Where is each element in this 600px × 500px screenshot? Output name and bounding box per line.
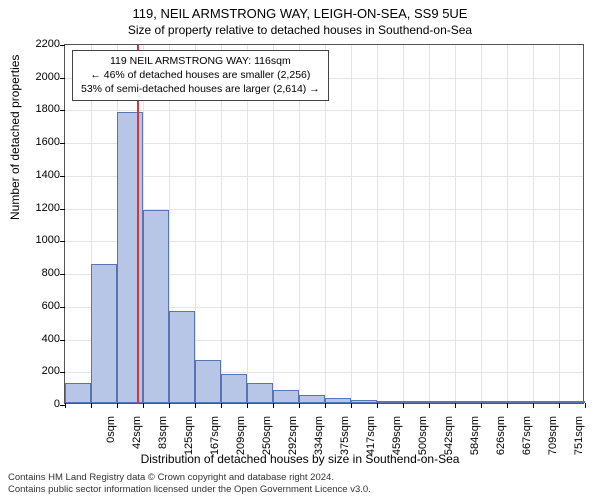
y-tick-label: 400 [12, 333, 60, 345]
y-tick-label: 2200 [12, 38, 60, 50]
histogram-bar [195, 360, 220, 403]
y-tick-label: 200 [12, 365, 60, 377]
x-tick-label: 709sqm [547, 416, 559, 466]
chart-title-main: 119, NEIL ARMSTRONG WAY, LEIGH-ON-SEA, S… [0, 0, 600, 21]
y-tick-label: 1400 [12, 169, 60, 181]
histogram-bar [559, 401, 584, 403]
x-tick-label: 626sqm [495, 416, 507, 466]
y-tick-label: 1000 [12, 234, 60, 246]
x-tick-label: 751sqm [573, 416, 585, 466]
histogram-bar [325, 398, 350, 403]
annotation-line2: ← 46% of detached houses are smaller (2,… [81, 68, 320, 82]
y-tick-label: 1200 [12, 202, 60, 214]
histogram-bar [429, 401, 454, 403]
x-tick-label: 542sqm [443, 416, 455, 466]
annotation-line3: 53% of semi-detached houses are larger (… [81, 82, 320, 96]
x-tick-label: 500sqm [417, 416, 429, 466]
x-tick-label: 292sqm [287, 416, 299, 466]
x-tick-label: 375sqm [339, 416, 351, 466]
x-tick-label: 667sqm [521, 416, 533, 466]
x-tick-label: 42sqm [131, 416, 143, 466]
footer-attribution: Contains HM Land Registry data © Crown c… [8, 472, 371, 496]
x-tick-label: 83sqm [157, 416, 169, 466]
y-tick-label: 1600 [12, 136, 60, 148]
histogram-bar [455, 401, 480, 403]
y-tick-label: 600 [12, 300, 60, 312]
x-axis-label: Distribution of detached houses by size … [0, 452, 600, 466]
y-tick-label: 800 [12, 267, 60, 279]
y-tick-label: 2000 [12, 71, 60, 83]
histogram-bar [221, 374, 246, 403]
footer-line1: Contains HM Land Registry data © Crown c… [8, 472, 371, 484]
histogram-bar [377, 401, 402, 403]
histogram-bar [481, 401, 506, 403]
x-tick-label: 250sqm [261, 416, 273, 466]
chart-title-sub: Size of property relative to detached ho… [0, 21, 600, 37]
annotation-box: 119 NEIL ARMSTRONG WAY: 116sqm← 46% of d… [72, 50, 329, 101]
annotation-line1: 119 NEIL ARMSTRONG WAY: 116sqm [81, 54, 320, 68]
x-tick-label: 334sqm [313, 416, 325, 466]
histogram-bar [351, 400, 376, 403]
histogram-bar [299, 395, 324, 403]
x-tick-label: 167sqm [209, 416, 221, 466]
histogram-bar [403, 401, 428, 403]
x-tick-label: 417sqm [365, 416, 377, 466]
histogram-bar [273, 390, 298, 403]
footer-line2: Contains public sector information licen… [8, 484, 371, 496]
y-tick-label: 0 [12, 398, 60, 410]
histogram-bar [91, 264, 116, 403]
histogram-bar [65, 383, 90, 403]
histogram-bar [143, 210, 168, 403]
x-tick-label: 584sqm [469, 416, 481, 466]
x-tick-label: 125sqm [183, 416, 195, 466]
histogram-bar [533, 401, 558, 403]
x-tick-label: 459sqm [391, 416, 403, 466]
x-tick-label: 209sqm [235, 416, 247, 466]
histogram-bar [169, 311, 194, 403]
histogram-bar [507, 401, 532, 403]
histogram-bar [247, 383, 272, 403]
y-tick-label: 1800 [12, 103, 60, 115]
x-tick-label: 0sqm [105, 416, 117, 466]
